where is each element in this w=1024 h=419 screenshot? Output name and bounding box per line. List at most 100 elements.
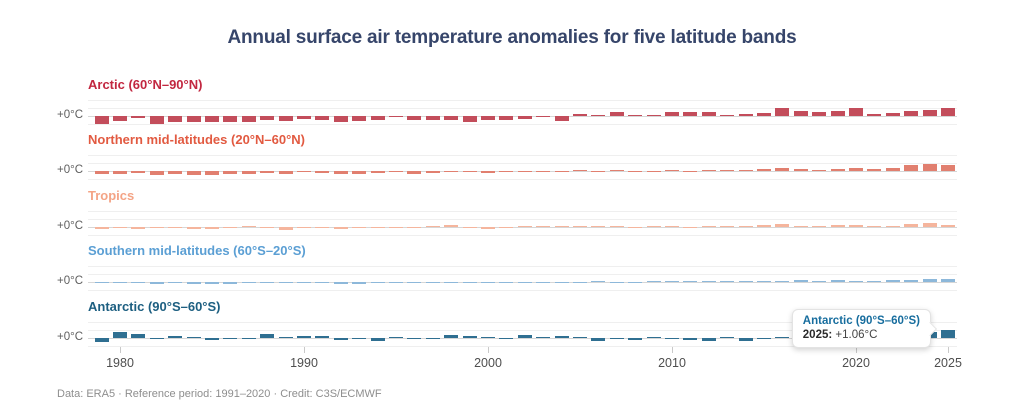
bar-3-2016[interactable] <box>775 223 790 227</box>
bar-3-2000[interactable] <box>481 226 495 229</box>
bar-2-2013[interactable] <box>720 170 735 172</box>
bar-3-2001[interactable] <box>499 226 514 228</box>
bar-3-1993[interactable] <box>352 226 367 228</box>
bar-3-2011[interactable] <box>683 226 698 228</box>
bar-4-2013[interactable] <box>720 281 735 283</box>
bar-1-1990[interactable] <box>297 116 311 119</box>
bar-5-1989[interactable] <box>278 336 293 338</box>
bar-2-2000[interactable] <box>481 171 495 174</box>
bar-2-2025[interactable] <box>941 165 955 172</box>
bar-4-1991[interactable] <box>315 282 330 284</box>
bar-5-2009[interactable] <box>646 336 661 338</box>
bar-5-1979[interactable] <box>94 337 109 342</box>
bar-5-1999[interactable] <box>462 335 477 338</box>
bar-5-1981[interactable] <box>131 333 146 338</box>
bar-3-2021[interactable] <box>867 225 882 227</box>
bar-4-2003[interactable] <box>536 282 551 284</box>
bar-2-1999[interactable] <box>462 171 477 173</box>
bar-2-2009[interactable] <box>646 171 661 173</box>
bar-3-2023[interactable] <box>904 223 919 227</box>
bar-4-2005[interactable] <box>573 282 587 284</box>
bar-1-2016[interactable] <box>775 108 790 116</box>
bar-1-2021[interactable] <box>867 114 882 116</box>
bar-5-2010[interactable] <box>665 337 679 339</box>
bar-4-2016[interactable] <box>775 281 790 283</box>
bar-2-1992[interactable] <box>333 171 348 175</box>
bar-3-1997[interactable] <box>425 225 440 227</box>
bar-5-1983[interactable] <box>168 335 183 338</box>
bar-3-1996[interactable] <box>407 226 422 228</box>
bar-1-2008[interactable] <box>628 115 643 116</box>
bar-3-2010[interactable] <box>665 225 679 227</box>
bar-1-2011[interactable] <box>683 112 698 116</box>
bar-4-1986[interactable] <box>223 282 238 285</box>
bar-1-1989[interactable] <box>278 116 293 121</box>
bar-1-1985[interactable] <box>205 116 219 122</box>
bar-2-1990[interactable] <box>297 171 311 173</box>
bar-3-2017[interactable] <box>793 225 808 227</box>
bar-5-1997[interactable] <box>425 337 440 339</box>
bar-1-1979[interactable] <box>94 116 109 124</box>
bar-4-1999[interactable] <box>462 282 477 284</box>
bar-3-2024[interactable] <box>922 222 937 227</box>
bar-5-2014[interactable] <box>738 337 753 341</box>
bar-2-1988[interactable] <box>260 171 275 174</box>
bar-1-2023[interactable] <box>904 111 919 116</box>
bar-1-1986[interactable] <box>223 116 238 122</box>
bar-1-1994[interactable] <box>370 116 385 120</box>
bar-4-2021[interactable] <box>867 281 882 283</box>
bar-1-2024[interactable] <box>922 110 937 116</box>
bar-4-2018[interactable] <box>812 281 827 283</box>
bar-5-1986[interactable] <box>223 337 238 339</box>
bar-3-1984[interactable] <box>186 226 201 229</box>
bar-4-1980[interactable] <box>113 282 127 284</box>
bar-4-1979[interactable] <box>94 282 109 284</box>
bar-4-1992[interactable] <box>333 282 348 285</box>
bar-5-1987[interactable] <box>241 337 256 339</box>
bar-3-2014[interactable] <box>738 225 753 227</box>
bar-1-1993[interactable] <box>352 116 367 121</box>
bar-3-1990[interactable] <box>297 226 311 228</box>
bar-2-2014[interactable] <box>738 170 753 172</box>
bar-2-2021[interactable] <box>867 169 882 172</box>
bar-4-2006[interactable] <box>591 281 606 283</box>
bar-1-1984[interactable] <box>186 116 201 122</box>
bar-4-2012[interactable] <box>701 281 716 283</box>
bar-4-2020[interactable] <box>849 281 863 283</box>
bar-5-2012[interactable] <box>701 337 716 341</box>
bar-5-2011[interactable] <box>683 337 698 340</box>
bar-3-2002[interactable] <box>517 225 532 227</box>
bar-2-2015[interactable] <box>757 169 771 172</box>
bar-4-1988[interactable] <box>260 282 275 284</box>
bar-1-2022[interactable] <box>885 113 900 116</box>
bar-5-1984[interactable] <box>186 336 201 338</box>
bar-5-1992[interactable] <box>333 337 348 340</box>
bar-2-1980[interactable] <box>113 171 127 175</box>
bar-1-2017[interactable] <box>793 111 808 116</box>
bar-5-1985[interactable] <box>205 337 219 340</box>
bar-3-2025[interactable] <box>941 224 955 227</box>
bar-2-2001[interactable] <box>499 171 514 173</box>
bar-4-2004[interactable] <box>554 282 569 284</box>
bar-3-2012[interactable] <box>701 225 716 227</box>
bar-5-2004[interactable] <box>554 335 569 338</box>
bar-1-1988[interactable] <box>260 116 275 120</box>
bar-3-1991[interactable] <box>315 226 330 228</box>
bar-5-1988[interactable] <box>260 333 275 338</box>
bar-5-1996[interactable] <box>407 337 422 339</box>
bar-3-1989[interactable] <box>278 226 293 230</box>
bar-2-2024[interactable] <box>922 164 937 172</box>
bar-1-1987[interactable] <box>241 116 256 122</box>
bar-1-1995[interactable] <box>389 116 403 117</box>
bar-1-2001[interactable] <box>499 116 514 120</box>
bar-1-2004[interactable] <box>554 116 569 121</box>
bar-2-2003[interactable] <box>536 171 551 173</box>
bar-3-1998[interactable] <box>444 224 459 227</box>
bar-1-1983[interactable] <box>168 116 183 122</box>
bar-1-2019[interactable] <box>830 111 845 116</box>
bar-5-2013[interactable] <box>720 336 735 338</box>
bar-2-2011[interactable] <box>683 171 698 173</box>
bar-1-2005[interactable] <box>573 114 587 116</box>
bar-3-2022[interactable] <box>885 225 900 227</box>
bar-3-1988[interactable] <box>260 226 275 228</box>
